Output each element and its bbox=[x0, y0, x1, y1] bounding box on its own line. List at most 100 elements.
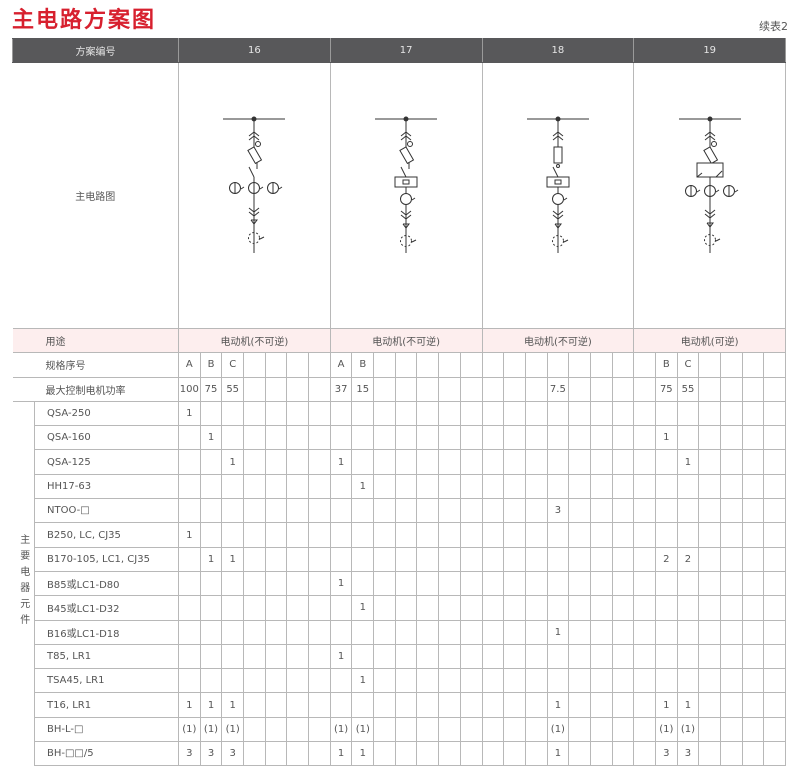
component-quantity bbox=[459, 570, 483, 597]
spec-cell bbox=[416, 352, 440, 378]
component-quantity bbox=[459, 643, 483, 670]
component-quantity bbox=[394, 692, 418, 718]
component-quantity bbox=[589, 546, 613, 572]
component-label: BH-L-□ bbox=[34, 716, 179, 743]
component-quantity bbox=[438, 716, 461, 743]
component-quantity bbox=[459, 619, 483, 645]
component-quantity bbox=[611, 692, 635, 718]
component-quantity bbox=[568, 668, 591, 694]
component-quantity bbox=[459, 741, 483, 767]
component-quantity bbox=[698, 498, 721, 524]
component-quantity bbox=[394, 595, 418, 621]
component-quantity bbox=[568, 425, 591, 451]
component-quantity bbox=[264, 643, 288, 670]
component-quantity bbox=[438, 668, 461, 694]
component-quantity bbox=[589, 595, 613, 621]
component-quantity bbox=[654, 643, 678, 670]
component-quantity bbox=[221, 400, 245, 427]
component-quantity bbox=[373, 692, 396, 718]
component-quantity bbox=[438, 643, 461, 670]
component-quantity bbox=[308, 595, 331, 621]
component-quantity bbox=[243, 668, 266, 694]
component-quantity bbox=[481, 522, 505, 548]
component-quantity bbox=[763, 643, 787, 670]
scheme-number: 19 bbox=[633, 38, 787, 63]
component-quantity bbox=[308, 449, 331, 475]
spec-cell bbox=[698, 376, 721, 402]
component-quantity bbox=[546, 473, 570, 500]
component-quantity bbox=[351, 400, 375, 427]
component-quantity bbox=[394, 643, 418, 670]
component-quantity bbox=[438, 522, 461, 548]
spec-cell bbox=[459, 352, 483, 378]
component-quantity bbox=[394, 522, 418, 548]
component-quantity: 1 bbox=[221, 692, 245, 718]
component-quantity bbox=[221, 425, 245, 451]
component-quantity bbox=[654, 595, 678, 621]
component-quantity bbox=[329, 668, 353, 694]
component-quantity bbox=[308, 546, 331, 572]
component-quantity bbox=[178, 473, 201, 500]
scheme-number: 16 bbox=[178, 38, 331, 63]
component-quantity bbox=[741, 741, 765, 767]
spec-cell bbox=[524, 376, 548, 402]
component-quantity: 3 bbox=[221, 741, 245, 767]
component-row: B170-105, LC1, CJ35 1 1 2 2 bbox=[13, 546, 787, 572]
component-quantity bbox=[243, 570, 266, 597]
component-quantity bbox=[308, 570, 331, 597]
component-quantity bbox=[416, 498, 440, 524]
component-label: B250, LC, CJ35 bbox=[34, 522, 179, 548]
component-quantity bbox=[264, 522, 288, 548]
component-quantity bbox=[308, 425, 331, 451]
component-row: B45或LC1-D32 1 bbox=[13, 595, 787, 621]
component-quantity bbox=[741, 692, 765, 718]
component-quantity: 3 bbox=[676, 741, 700, 767]
component-quantity bbox=[763, 692, 787, 718]
component-quantity bbox=[438, 449, 461, 475]
component-quantity bbox=[373, 522, 396, 548]
component-quantity bbox=[568, 498, 591, 524]
component-quantity bbox=[676, 595, 700, 621]
component-quantity: (1) bbox=[351, 716, 375, 743]
component-label: B45或LC1-D32 bbox=[34, 595, 179, 621]
component-quantity bbox=[416, 692, 440, 718]
component-row: 主要电器元件 QSA-250 1 bbox=[12, 400, 787, 766]
spec-cell: 7.5 bbox=[546, 376, 570, 402]
component-quantity bbox=[741, 522, 765, 548]
component-quantity bbox=[763, 498, 787, 524]
component-quantity bbox=[221, 473, 245, 500]
component-quantity bbox=[264, 473, 288, 500]
component-quantity bbox=[416, 619, 440, 645]
component-quantity bbox=[719, 692, 743, 718]
component-quantity bbox=[633, 546, 656, 572]
component-quantity bbox=[611, 595, 635, 621]
component-quantity bbox=[676, 522, 700, 548]
usage-value: 电动机(不可逆) bbox=[481, 327, 635, 354]
scheme-16-diagram bbox=[178, 62, 331, 329]
component-quantity bbox=[676, 570, 700, 597]
component-quantity bbox=[763, 425, 787, 451]
component-quantity bbox=[524, 546, 548, 572]
spec-cell: C bbox=[221, 352, 245, 378]
spec-cell: B bbox=[351, 352, 375, 378]
component-quantity bbox=[698, 473, 721, 500]
component-quantity bbox=[568, 570, 591, 597]
component-quantity bbox=[763, 716, 787, 743]
component-quantity bbox=[308, 498, 331, 524]
component-quantity bbox=[394, 570, 418, 597]
component-quantity bbox=[633, 595, 656, 621]
component-quantity bbox=[698, 546, 721, 572]
spec-cell bbox=[524, 352, 548, 378]
component-quantity bbox=[741, 425, 765, 451]
component-label: BH-□□/5 bbox=[34, 741, 179, 767]
spec-cell bbox=[373, 352, 396, 378]
component-quantity bbox=[221, 643, 245, 670]
component-quantity bbox=[611, 716, 635, 743]
spec-cell bbox=[589, 352, 613, 378]
component-quantity bbox=[589, 425, 613, 451]
component-quantity bbox=[243, 400, 266, 427]
component-quantity bbox=[329, 522, 353, 548]
component-quantity bbox=[719, 400, 743, 427]
component-quantity bbox=[589, 716, 613, 743]
component-quantity: 3 bbox=[178, 741, 201, 767]
